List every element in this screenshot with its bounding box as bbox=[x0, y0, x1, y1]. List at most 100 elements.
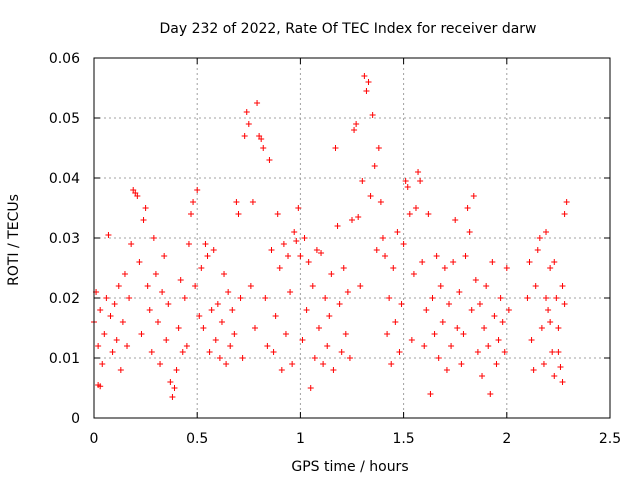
data-point bbox=[559, 379, 566, 385]
data-point bbox=[429, 295, 436, 301]
data-point bbox=[543, 295, 550, 301]
data-point bbox=[216, 355, 223, 361]
data-point bbox=[154, 319, 161, 325]
data-point bbox=[315, 325, 322, 331]
data-point bbox=[534, 247, 541, 253]
data-point bbox=[173, 367, 180, 373]
data-point bbox=[361, 73, 368, 79]
data-point bbox=[555, 349, 562, 355]
data-point bbox=[462, 253, 469, 259]
data-point bbox=[221, 271, 228, 277]
data-point bbox=[398, 301, 405, 307]
data-point bbox=[264, 343, 271, 349]
data-point bbox=[171, 385, 178, 391]
chart-title: Day 232 of 2022, Rate Of TEC Index for r… bbox=[159, 21, 536, 37]
data-point bbox=[338, 349, 345, 355]
data-point bbox=[313, 247, 320, 253]
x-tick-label: 2 bbox=[502, 431, 511, 447]
data-point bbox=[485, 343, 492, 349]
data-point bbox=[334, 223, 341, 229]
data-point bbox=[476, 301, 483, 307]
y-tick-label: 0.06 bbox=[49, 51, 80, 67]
y-tick-label: 0.04 bbox=[49, 171, 80, 187]
data-point bbox=[97, 383, 104, 390]
data-point bbox=[454, 325, 461, 331]
data-point bbox=[278, 367, 285, 373]
data-point bbox=[225, 289, 232, 295]
data-point bbox=[330, 367, 337, 373]
data-point bbox=[206, 349, 213, 355]
data-point bbox=[305, 259, 312, 265]
data-point bbox=[128, 241, 135, 247]
data-point bbox=[144, 283, 151, 289]
data-point bbox=[190, 199, 197, 205]
data-point bbox=[210, 247, 217, 253]
data-point bbox=[446, 301, 453, 307]
data-point bbox=[177, 277, 184, 283]
data-point bbox=[212, 337, 219, 343]
data-point bbox=[229, 307, 236, 313]
data-points bbox=[91, 73, 570, 400]
data-point bbox=[291, 229, 298, 235]
data-point bbox=[301, 235, 308, 241]
x-tick-label: 1 bbox=[296, 431, 305, 447]
data-point bbox=[192, 283, 199, 289]
data-point bbox=[491, 313, 498, 319]
data-point bbox=[237, 295, 244, 301]
data-point bbox=[344, 289, 351, 295]
data-point bbox=[268, 247, 275, 253]
data-point bbox=[320, 361, 327, 367]
data-point bbox=[439, 319, 446, 325]
data-point bbox=[408, 337, 415, 343]
data-point bbox=[247, 283, 254, 289]
data-point bbox=[152, 271, 159, 277]
data-point bbox=[532, 283, 539, 289]
data-point bbox=[134, 193, 141, 199]
data-point bbox=[349, 217, 355, 223]
data-point bbox=[443, 367, 450, 373]
data-point bbox=[367, 193, 374, 199]
data-point bbox=[204, 253, 211, 259]
data-point bbox=[322, 295, 329, 301]
data-point bbox=[384, 331, 391, 337]
data-point bbox=[417, 178, 424, 184]
data-point bbox=[235, 211, 242, 217]
data-point bbox=[243, 109, 250, 115]
data-point bbox=[555, 325, 562, 331]
data-point bbox=[262, 295, 269, 301]
data-point bbox=[470, 193, 477, 199]
data-point bbox=[121, 271, 128, 277]
data-point bbox=[543, 229, 550, 235]
x-tick-label: 1.5 bbox=[392, 431, 414, 447]
data-point bbox=[373, 247, 380, 253]
data-point bbox=[448, 343, 455, 349]
data-point bbox=[466, 229, 473, 235]
data-point bbox=[342, 331, 349, 337]
data-point bbox=[183, 343, 190, 349]
data-point bbox=[563, 199, 570, 205]
data-point bbox=[435, 355, 442, 361]
data-point bbox=[355, 214, 362, 220]
data-point bbox=[538, 325, 545, 331]
data-point bbox=[326, 313, 333, 319]
data-point bbox=[528, 337, 535, 343]
data-point bbox=[499, 319, 506, 325]
data-point bbox=[103, 295, 110, 301]
data-point bbox=[474, 349, 481, 355]
data-point bbox=[138, 331, 145, 337]
data-point bbox=[163, 337, 170, 343]
data-point bbox=[503, 265, 510, 271]
data-point bbox=[382, 253, 389, 259]
data-point bbox=[423, 307, 430, 313]
data-point bbox=[119, 319, 126, 325]
data-point bbox=[425, 211, 432, 217]
data-point bbox=[295, 205, 302, 211]
data-point bbox=[365, 79, 372, 85]
data-point bbox=[400, 241, 407, 247]
data-point bbox=[493, 361, 500, 367]
data-point bbox=[223, 361, 230, 367]
data-point bbox=[427, 391, 434, 397]
data-point bbox=[307, 385, 314, 391]
data-point bbox=[303, 307, 310, 313]
